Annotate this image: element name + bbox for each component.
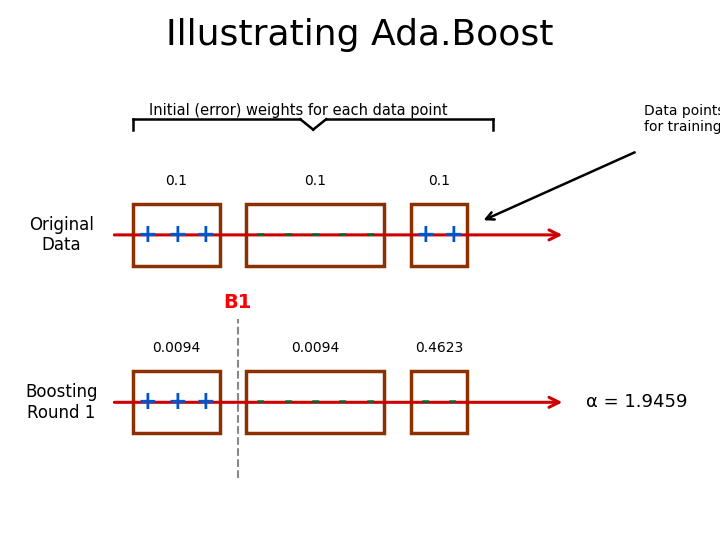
Text: -: -: [448, 392, 458, 413]
FancyBboxPatch shape: [246, 372, 384, 433]
Text: -: -: [338, 392, 348, 413]
Text: -: -: [338, 225, 348, 245]
Text: Illustrating Ada.Boost: Illustrating Ada.Boost: [166, 18, 554, 52]
Text: α = 1.9459: α = 1.9459: [587, 393, 688, 411]
FancyBboxPatch shape: [411, 204, 467, 266]
Text: +: +: [195, 223, 215, 247]
Text: 0.0094: 0.0094: [291, 341, 340, 355]
Text: Boosting
Round 1: Boosting Round 1: [25, 383, 97, 422]
FancyBboxPatch shape: [411, 372, 467, 433]
FancyBboxPatch shape: [246, 204, 384, 266]
Text: Initial (error) weights for each data point: Initial (error) weights for each data po…: [150, 103, 448, 118]
Text: 0.1: 0.1: [166, 174, 187, 188]
Text: 0.0094: 0.0094: [152, 341, 201, 355]
Text: 0.1: 0.1: [305, 174, 326, 188]
Text: +: +: [195, 390, 215, 414]
Text: +: +: [415, 223, 436, 247]
Text: -: -: [365, 392, 375, 413]
Text: -: -: [310, 392, 320, 413]
Text: +: +: [168, 223, 188, 247]
FancyBboxPatch shape: [133, 372, 220, 433]
Text: -: -: [283, 392, 293, 413]
Text: -: -: [420, 392, 431, 413]
Text: 0.4623: 0.4623: [415, 341, 464, 355]
Text: Data points
for training: Data points for training: [644, 104, 720, 134]
Text: -: -: [256, 225, 266, 245]
Text: B1: B1: [223, 293, 252, 312]
Text: +: +: [168, 390, 188, 414]
Text: 0.1: 0.1: [428, 174, 450, 188]
Text: +: +: [138, 390, 158, 414]
Text: +: +: [443, 223, 463, 247]
Text: -: -: [310, 225, 320, 245]
Text: -: -: [256, 392, 266, 413]
FancyBboxPatch shape: [133, 204, 220, 266]
Text: +: +: [138, 223, 158, 247]
Text: -: -: [283, 225, 293, 245]
Text: -: -: [365, 225, 375, 245]
Text: Original
Data: Original Data: [29, 215, 94, 254]
